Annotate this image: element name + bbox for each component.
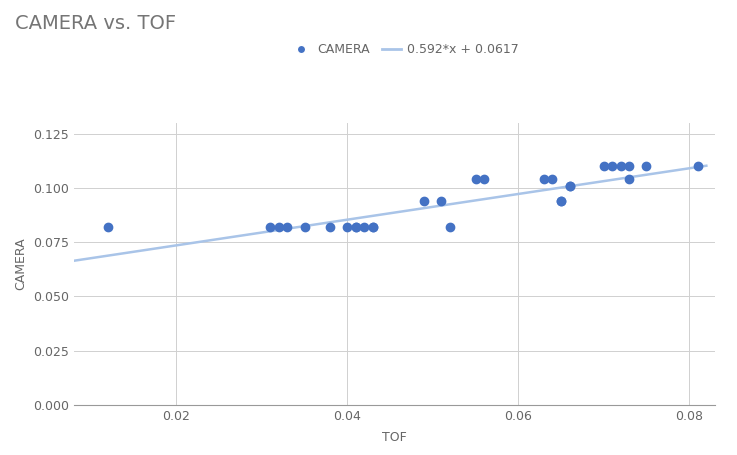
0.592*x + 0.0617: [670, 168, 679, 173]
CAMERA: [538, 176, 550, 183]
CAMERA: [624, 176, 635, 183]
0.592*x + 0.0617: [187, 240, 196, 246]
Y-axis label: CAMERA: CAMERA: [14, 238, 27, 290]
CAMERA: [607, 162, 618, 170]
CAMERA: [350, 223, 362, 231]
CAMERA: [469, 176, 481, 183]
CAMERA: [555, 197, 567, 205]
CAMERA: [598, 162, 609, 170]
0.592*x + 0.0617: [108, 253, 116, 258]
CAMERA: [436, 197, 447, 205]
0.592*x + 0.0617: [702, 163, 710, 168]
CAMERA: [282, 223, 293, 231]
CAMERA: [367, 223, 379, 231]
CAMERA: [555, 197, 567, 205]
CAMERA: [547, 176, 559, 183]
CAMERA: [298, 223, 310, 231]
CAMERA: [564, 182, 576, 189]
X-axis label: TOF: TOF: [382, 431, 407, 444]
CAMERA: [444, 223, 455, 231]
Legend: CAMERA, 0.592*x + 0.0617: CAMERA, 0.592*x + 0.0617: [287, 38, 524, 61]
CAMERA: [358, 223, 370, 231]
CAMERA: [273, 223, 284, 231]
CAMERA: [350, 223, 362, 231]
0.592*x + 0.0617: [95, 254, 104, 260]
CAMERA: [324, 223, 336, 231]
CAMERA: [478, 176, 490, 183]
CAMERA: [102, 223, 113, 231]
0.592*x + 0.0617: [648, 171, 657, 177]
Text: CAMERA vs. TOF: CAMERA vs. TOF: [15, 14, 176, 33]
CAMERA: [624, 162, 635, 170]
0.592*x + 0.0617: [69, 258, 78, 263]
0.592*x + 0.0617: [238, 233, 247, 238]
CAMERA: [692, 162, 704, 170]
CAMERA: [419, 197, 430, 205]
Line: 0.592*x + 0.0617: 0.592*x + 0.0617: [74, 166, 706, 261]
CAMERA: [341, 223, 353, 231]
CAMERA: [564, 182, 576, 189]
CAMERA: [265, 223, 276, 231]
CAMERA: [640, 162, 652, 170]
CAMERA: [367, 223, 379, 231]
CAMERA: [615, 162, 626, 170]
